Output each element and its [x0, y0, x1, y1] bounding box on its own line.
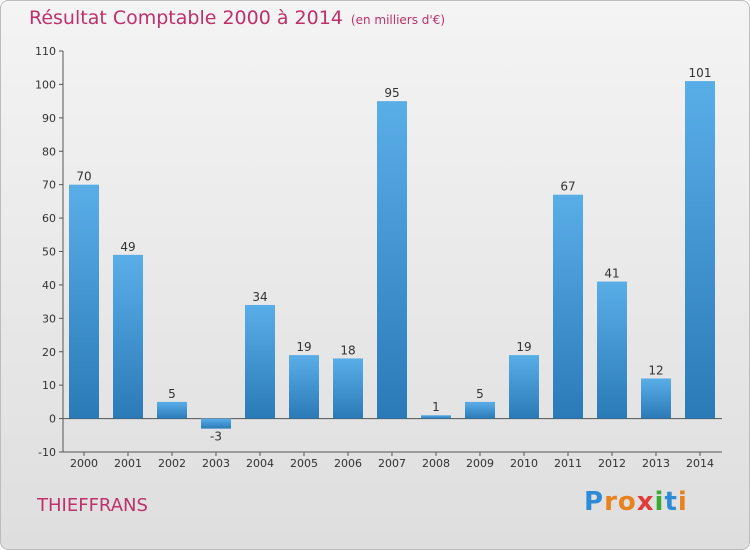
- bar-2011: [553, 194, 583, 419]
- commune-name: THIEFFRANS: [37, 495, 148, 516]
- data-label: 19: [516, 340, 531, 354]
- x-tick-label: 2014: [686, 457, 714, 470]
- bar-2014: [685, 81, 715, 419]
- bar-2003: [201, 418, 231, 429]
- y-tick-label: 40: [42, 279, 56, 292]
- proxiti-logo[interactable]: Proxiti: [584, 487, 688, 517]
- x-tick-label: 2006: [334, 457, 362, 470]
- x-tick-label: 2013: [642, 457, 670, 470]
- logo-letter: t: [664, 487, 678, 517]
- data-label: 67: [560, 180, 575, 194]
- y-tick-label: 70: [42, 179, 56, 192]
- bar-2004: [245, 304, 275, 419]
- bar-2005: [289, 355, 319, 419]
- x-tick-label: 2011: [554, 457, 582, 470]
- x-tick-label: 2012: [598, 457, 626, 470]
- logo-letter: o: [617, 487, 637, 517]
- bar-2008: [421, 415, 451, 419]
- x-tick-label: 2009: [466, 457, 494, 470]
- x-tick-label: 2002: [158, 457, 186, 470]
- data-label: 18: [340, 343, 355, 357]
- logo-letter: i: [677, 487, 688, 517]
- y-tick-label: 110: [35, 45, 56, 58]
- x-tick-label: 2005: [290, 457, 318, 470]
- logo-letter: P: [584, 487, 605, 517]
- y-tick-label: 80: [42, 145, 56, 158]
- y-tick-label: 0: [49, 413, 56, 426]
- x-tick-label: 2003: [202, 457, 230, 470]
- x-tick-label: 2008: [422, 457, 450, 470]
- data-label: 101: [689, 66, 712, 80]
- data-label: 34: [252, 290, 267, 304]
- logo-letter: r: [604, 487, 618, 517]
- chart-title-unit: (en milliers d'€): [350, 13, 446, 27]
- data-label: 49: [120, 240, 135, 254]
- data-label: 19: [296, 340, 311, 354]
- x-tick-label: 2001: [114, 457, 142, 470]
- data-label: -3: [210, 430, 222, 444]
- y-tick-label: 10: [42, 379, 56, 392]
- x-tick-label: 2004: [246, 457, 274, 470]
- data-label: 5: [168, 387, 176, 401]
- y-tick-label: 50: [42, 246, 56, 259]
- bar-2009: [465, 401, 495, 419]
- x-tick-label: 2007: [378, 457, 406, 470]
- data-label: 70: [76, 170, 91, 184]
- data-label: 12: [648, 363, 663, 377]
- bar-2010: [509, 355, 539, 419]
- y-tick-label: 60: [42, 212, 56, 225]
- y-tick-label: -10: [38, 446, 56, 459]
- chart-title: Résultat Comptable 2000 à 2014 (en millie…: [29, 7, 445, 29]
- bar-2006: [333, 358, 363, 419]
- x-tick-label: 2000: [70, 457, 98, 470]
- y-tick-label: 20: [42, 346, 56, 359]
- data-label: 41: [604, 267, 619, 281]
- y-tick-label: 30: [42, 312, 56, 325]
- logo-letter: i: [654, 487, 665, 517]
- y-tick-label: 100: [35, 78, 56, 91]
- logo-letter: x: [636, 487, 655, 517]
- bar-2001: [113, 254, 143, 419]
- data-label: 1: [432, 400, 440, 414]
- bar-2002: [157, 401, 187, 419]
- y-tick-label: 90: [42, 112, 56, 125]
- data-label: 5: [476, 387, 484, 401]
- data-label: 95: [384, 86, 399, 100]
- x-tick-label: 2010: [510, 457, 538, 470]
- bar-2000: [69, 184, 99, 419]
- bar-2012: [597, 281, 627, 419]
- chart-title-main: Résultat Comptable 2000 à 2014: [29, 7, 343, 29]
- bar-2007: [377, 101, 407, 419]
- bar-2013: [641, 378, 671, 419]
